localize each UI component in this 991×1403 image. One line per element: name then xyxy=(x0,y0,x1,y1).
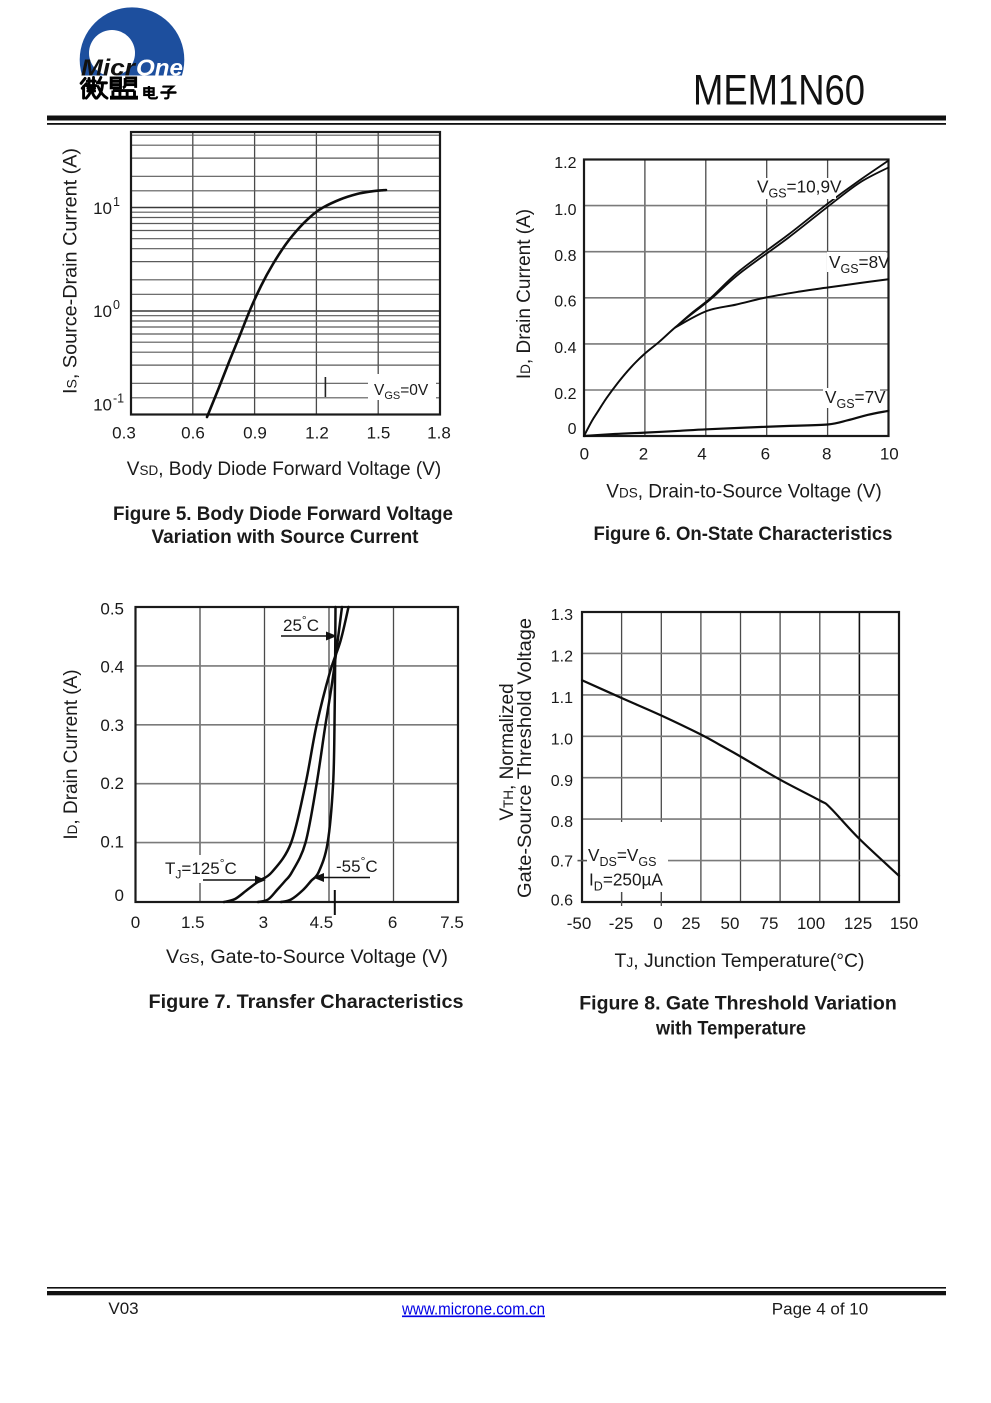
svg-text:25: 25 xyxy=(682,914,701,933)
svg-text:VGS, Gate-to-Source Voltage (V: VGS, Gate-to-Source Voltage (V) xyxy=(166,947,448,968)
svg-text:1.1: 1.1 xyxy=(551,690,573,707)
svg-text:0: 0 xyxy=(131,913,140,932)
svg-text:1.5: 1.5 xyxy=(181,913,205,932)
svg-text:Figure 8. Gate Threshold Varia: Figure 8. Gate Threshold Variation xyxy=(579,993,896,1015)
svg-text:8: 8 xyxy=(822,445,831,464)
svg-text:0.6: 0.6 xyxy=(181,424,205,443)
svg-text:0: 0 xyxy=(653,914,662,933)
svg-text:1: 1 xyxy=(113,195,120,209)
svg-text:VSD, Body Diode Forward Voltag: VSD, Body Diode Forward Voltage (V) xyxy=(127,459,441,480)
svg-text:0.3: 0.3 xyxy=(100,716,124,735)
svg-text:7.5: 7.5 xyxy=(440,913,464,932)
svg-text:1.2: 1.2 xyxy=(551,649,573,666)
svg-text:0.1: 0.1 xyxy=(100,832,124,851)
svg-text:0.5: 0.5 xyxy=(100,600,124,619)
svg-text:25°C: 25°C xyxy=(283,613,319,635)
svg-text:ID=250µA: ID=250µA xyxy=(589,870,663,894)
svg-text:One: One xyxy=(136,55,183,81)
svg-text:50: 50 xyxy=(721,914,740,933)
svg-text:ID, Drain Current (A): ID, Drain Current (A) xyxy=(514,209,535,379)
svg-text:6: 6 xyxy=(761,445,770,464)
svg-text:1.5: 1.5 xyxy=(367,424,391,443)
svg-text:0: 0 xyxy=(115,886,124,905)
svg-text:Figure 6. On-State Characteris: Figure 6. On-State Characteristics xyxy=(594,523,893,545)
svg-text:0.9: 0.9 xyxy=(243,424,267,443)
svg-text:10: 10 xyxy=(93,302,112,321)
svg-text:-55°C: -55°C xyxy=(336,854,378,876)
svg-text:VDS, Drain-to-Source Voltage (: VDS, Drain-to-Source Voltage (V) xyxy=(606,482,881,503)
svg-text:75: 75 xyxy=(760,914,779,933)
svg-text:-25: -25 xyxy=(609,914,634,933)
svg-text:MEM1N60: MEM1N60 xyxy=(693,67,865,115)
svg-text:150: 150 xyxy=(890,914,918,933)
svg-text:IS, Source-Drain Current (A): IS, Source-Drain Current (A) xyxy=(61,148,82,394)
svg-text:10: 10 xyxy=(93,199,112,218)
svg-text:10: 10 xyxy=(880,445,899,464)
svg-text:ID, Drain Current (A): ID, Drain Current (A) xyxy=(61,669,82,839)
svg-text:3: 3 xyxy=(259,913,268,932)
svg-text:with Temperature: with Temperature xyxy=(655,1018,806,1040)
svg-text:1.8: 1.8 xyxy=(427,424,451,443)
svg-text:VTH, Normalized: VTH, Normalized xyxy=(497,683,518,820)
svg-text:Variation with Source Current: Variation with Source Current xyxy=(152,526,419,548)
svg-text:0.6: 0.6 xyxy=(551,893,573,910)
svg-text:-50: -50 xyxy=(567,914,592,933)
svg-text:1.0: 1.0 xyxy=(551,732,573,749)
svg-text:1.2: 1.2 xyxy=(554,155,576,172)
svg-text:4: 4 xyxy=(697,445,706,464)
svg-text:0.2: 0.2 xyxy=(100,774,124,793)
svg-text:Gate-Source Threshold Voltage: Gate-Source Threshold Voltage xyxy=(515,618,536,898)
svg-text:100: 100 xyxy=(797,914,825,933)
svg-text:0.8: 0.8 xyxy=(551,814,573,831)
svg-text:-1: -1 xyxy=(113,392,124,406)
svg-text:TJ, Junction Temperature(°C): TJ, Junction Temperature(°C) xyxy=(615,951,865,972)
svg-text:0: 0 xyxy=(113,298,120,312)
svg-text:10: 10 xyxy=(93,396,112,415)
svg-text:Figure 5. Body Diode Forward V: Figure 5. Body Diode Forward Voltage xyxy=(113,503,453,525)
svg-text:Page 4 of 10: Page 4 of 10 xyxy=(772,1300,868,1319)
svg-text:0.3: 0.3 xyxy=(112,424,136,443)
svg-text:125: 125 xyxy=(844,914,872,933)
svg-text:1.0: 1.0 xyxy=(554,202,576,219)
svg-text:0.7: 0.7 xyxy=(551,854,573,871)
svg-text:www.microne.com.cn: www.microne.com.cn xyxy=(401,1301,545,1319)
svg-text:0.6: 0.6 xyxy=(554,293,576,310)
svg-text:0.4: 0.4 xyxy=(554,340,576,357)
svg-text:4.5: 4.5 xyxy=(310,913,334,932)
svg-text:0: 0 xyxy=(568,421,577,438)
svg-text:VGS=10,9V: VGS=10,9V xyxy=(757,177,842,201)
svg-text:6: 6 xyxy=(388,913,397,932)
svg-text:0.9: 0.9 xyxy=(551,773,573,790)
svg-text:1.3: 1.3 xyxy=(551,607,573,624)
svg-text:0: 0 xyxy=(580,445,589,464)
svg-text:V03: V03 xyxy=(108,1299,138,1318)
svg-text:0.2: 0.2 xyxy=(554,386,576,403)
svg-text:0.8: 0.8 xyxy=(554,248,576,265)
svg-text:1.2: 1.2 xyxy=(305,424,329,443)
svg-text:Figure 7. Transfer Characteris: Figure 7. Transfer Characteristics xyxy=(149,991,464,1013)
svg-text:0.4: 0.4 xyxy=(100,657,124,676)
svg-text:Micr: Micr xyxy=(81,55,136,81)
svg-text:2: 2 xyxy=(639,445,648,464)
